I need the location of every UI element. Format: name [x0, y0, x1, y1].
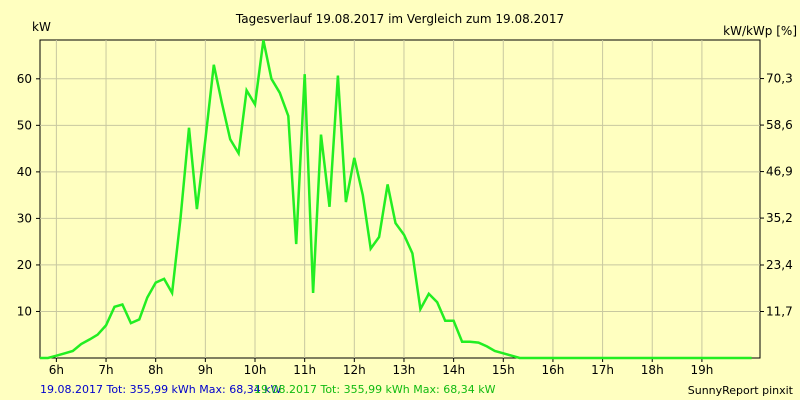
- x-tick-label: 7h: [98, 363, 113, 377]
- x-tick-label: 8h: [148, 363, 163, 377]
- footer-brand: SunnyReport pinxit: [688, 384, 794, 397]
- x-tick-label: 19h: [690, 363, 713, 377]
- y2-tick-label: 70,3: [766, 72, 793, 86]
- x-tick-label: 11h: [293, 363, 316, 377]
- y-tick-label: 10: [17, 304, 32, 318]
- y-tick-label: 50: [17, 118, 32, 132]
- y2-tick-label: 58,6: [766, 118, 793, 132]
- y2-tick-label: 11,7: [766, 304, 793, 318]
- plot-frame: [39, 39, 761, 359]
- y2-axis-label: kW/kWp [%]: [723, 24, 797, 38]
- x-tick-label: 18h: [641, 363, 664, 377]
- footer-series-1: 19.08.2017 Tot: 355,99 kWh Max: 68,34 kW: [40, 383, 282, 396]
- y-axis-label: kW: [32, 20, 51, 34]
- chart-title: Tagesverlauf 19.08.2017 im Vergleich zum…: [235, 12, 564, 26]
- x-tick-label: 17h: [591, 363, 614, 377]
- x-tick-label: 13h: [393, 363, 416, 377]
- x-tick-label: 15h: [492, 363, 515, 377]
- x-tick-label: 6h: [49, 363, 64, 377]
- x-tick-label: 14h: [442, 363, 465, 377]
- x-tick-label: 10h: [244, 363, 267, 377]
- y2-tick-label: 23,4: [766, 258, 793, 272]
- y2-tick-label: 46,9: [766, 165, 793, 179]
- y2-tick-label: 35,2: [766, 211, 793, 225]
- y-tick-label: 60: [17, 72, 32, 86]
- series-line: [40, 39, 752, 360]
- footer-series-2: 19.08.2017 Tot: 355,99 kWh Max: 68,34 kW: [254, 383, 496, 396]
- x-tick-label: 9h: [198, 363, 213, 377]
- x-tick-label: 16h: [542, 363, 565, 377]
- y-tick-label: 30: [17, 211, 32, 225]
- y-tick-label: 40: [17, 165, 32, 179]
- y-tick-label: 20: [17, 258, 32, 272]
- x-tick-label: 12h: [343, 363, 366, 377]
